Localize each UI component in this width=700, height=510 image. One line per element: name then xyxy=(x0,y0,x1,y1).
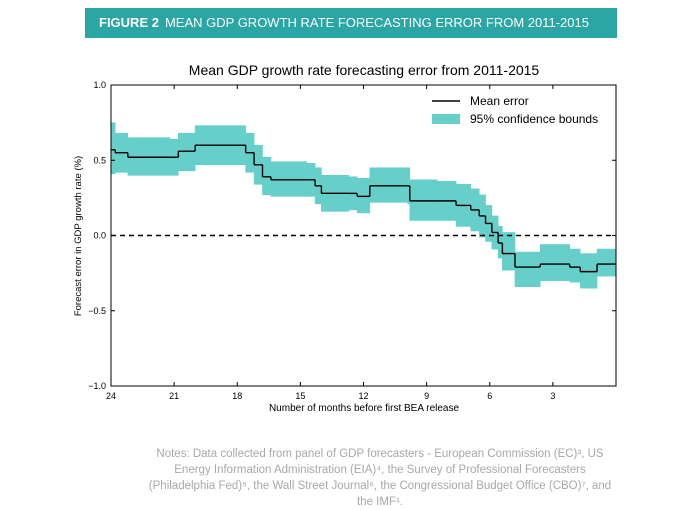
legend-label: 95% confidence bounds xyxy=(470,112,598,126)
confidence-band xyxy=(539,244,571,281)
figure-banner: FIGURE 2 MEAN GDP GROWTH RATE FORECASTING… xyxy=(85,8,617,38)
confidence-band xyxy=(178,132,196,172)
confidence-band xyxy=(596,248,617,277)
confidence-band xyxy=(127,137,171,176)
y-axis-label: Forecast error in GDP growth rate (%) xyxy=(73,156,84,316)
chart: Mean GDP growth rate forecasting error f… xyxy=(73,62,617,414)
chart-title: Mean GDP growth rate forecasting error f… xyxy=(189,62,540,78)
figure-label: FIGURE 2 xyxy=(99,15,159,30)
x-tick-label: 24 xyxy=(106,391,116,401)
y-tick-label: 0.5 xyxy=(93,155,106,165)
notes: Notes: Data collected from panel of GDP … xyxy=(148,448,612,508)
confidence-band xyxy=(110,122,116,175)
figure-title: MEAN GDP GROWTH RATE FORECASTING ERROR F… xyxy=(164,15,589,30)
x-axis-label: Number of months before first BEA releas… xyxy=(269,403,460,414)
y-tick-label: 1.0 xyxy=(93,80,106,90)
confidence-band xyxy=(409,179,438,221)
legend-label: Mean error xyxy=(470,94,529,108)
confidence-band xyxy=(579,253,598,289)
x-tick-label: 3 xyxy=(550,391,555,401)
confidence-band xyxy=(262,156,272,196)
y-tick-label: −0.5 xyxy=(88,306,106,316)
x-tick-label: 18 xyxy=(232,391,242,401)
y-tick-label: 0.0 xyxy=(93,231,106,241)
y-tick-label: −1.0 xyxy=(88,381,106,391)
confidence-band xyxy=(356,178,371,214)
confidence-band xyxy=(270,161,307,197)
x-tick-label: 15 xyxy=(295,391,305,401)
x-tick-label: 6 xyxy=(487,391,492,401)
x-tick-label: 21 xyxy=(169,391,179,401)
confidence-band xyxy=(502,232,516,271)
confidence-band xyxy=(514,251,541,287)
confidence-band xyxy=(369,167,408,203)
x-tick-label: 12 xyxy=(358,391,368,401)
x-tick-label: 9 xyxy=(424,391,429,401)
legend-swatch xyxy=(432,114,460,124)
confidence-band xyxy=(569,248,581,283)
